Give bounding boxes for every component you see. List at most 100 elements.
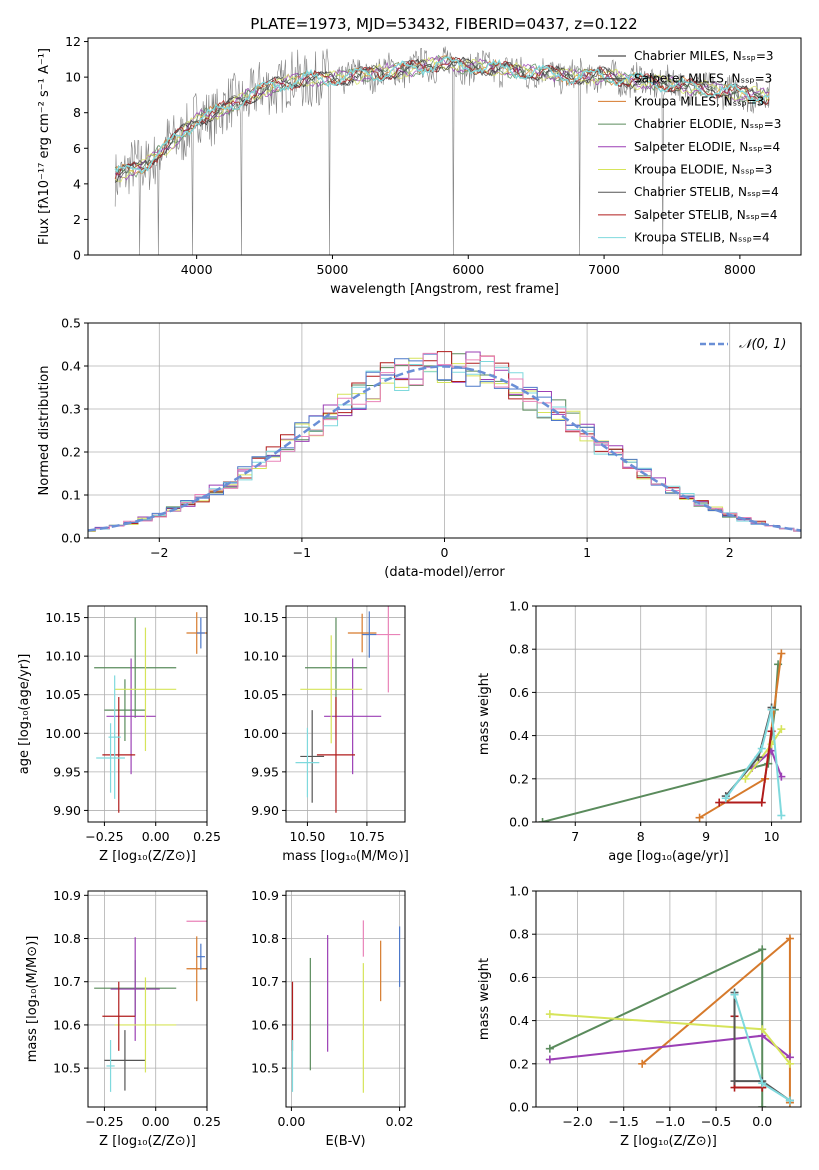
y-tick-label: 0.0 <box>509 815 529 830</box>
y-tick-label: 10.6 <box>251 1017 279 1032</box>
chart-title: PLATE=1973, MJD=53432, FIBERID=0437, z=0… <box>250 15 637 33</box>
y-tick-label: 0.2 <box>509 771 529 786</box>
y-tick-label: 0.8 <box>509 927 529 942</box>
x-axis-label: age [log₁₀(age/yr)] <box>608 849 729 864</box>
mass-weight-line-6 <box>724 709 783 816</box>
errorbar-point-4 <box>102 697 136 813</box>
axes-frame <box>285 605 406 823</box>
axes-frame <box>87 605 208 823</box>
x-tick-label: −0.25 <box>85 1114 123 1129</box>
y-tick-label: 10.15 <box>45 610 81 625</box>
y-tick-label: 0.6 <box>509 685 529 700</box>
y-tick-label: 6 <box>73 141 81 156</box>
legend-entry: Kroupa STELIB, Nₛₛₚ=4 <box>634 231 770 245</box>
y-tick-label: 9.95 <box>53 764 81 779</box>
x-tick-label: 7 <box>571 829 579 844</box>
plot-area <box>114 46 770 255</box>
chart-2: −0.25 0.00 0.25 9.90 9.95 10.00 10.05 10.10 10.1… <box>17 605 221 864</box>
plot-area <box>94 920 207 1092</box>
x-tick-label: 0 <box>441 545 449 560</box>
y-tick-label: 10 <box>65 70 81 85</box>
marker-2-0 <box>545 1055 554 1064</box>
spectrum-data-line <box>114 46 770 255</box>
plot-area <box>538 649 786 822</box>
marker-1-2 <box>777 649 786 658</box>
errorbar-point-1 <box>104 1030 146 1091</box>
y-tick-label: 10.6 <box>53 1017 81 1032</box>
errorbar-point-2 <box>300 635 363 744</box>
y-tick-label: 12 <box>65 34 81 49</box>
chart-6: 0.00 0.02 10.5 10.6 10.7 10.8 10.9 E(B-V) <box>251 888 413 1149</box>
y-tick-label: 0.0 <box>61 531 81 546</box>
legend-entry: Salpeter STELIB, Nₛₛₚ=4 <box>634 208 778 222</box>
model-line-6 <box>114 58 770 183</box>
model-line-7 <box>114 57 770 180</box>
legend-entry: Kroupa ELODIE, Nₛₛₚ=3 <box>634 163 772 177</box>
x-tick-label: 2 <box>726 545 734 560</box>
y-tick-label: 0.6 <box>509 970 529 985</box>
y-tick-label: 10.00 <box>45 726 81 741</box>
x-tick-label: 0.00 <box>277 1114 305 1129</box>
x-axis-label: Z [log₁₀(Z/Z⊙)] <box>99 849 196 864</box>
y-tick-label: 0 <box>73 248 81 263</box>
x-tick-label: 0.00 <box>142 1114 170 1129</box>
chart-1: −2 −1 0 1 2 0.0 0.1 0.2 0.3 0.4 0.5 (data-model)/er… <box>37 316 802 580</box>
plot-area <box>94 612 207 813</box>
y-tick-label: 8 <box>73 105 81 120</box>
y-tick-label: 0.2 <box>509 1056 529 1071</box>
marker-3-0 <box>545 1010 554 1019</box>
y-tick-label: 0.5 <box>61 316 81 331</box>
x-tick-label: 0.0 <box>752 1114 772 1129</box>
model-line-5 <box>114 56 770 183</box>
y-tick-label: 10.05 <box>243 687 279 702</box>
y-tick-label: 10.5 <box>53 1061 81 1076</box>
y-tick-label: 10.05 <box>45 687 81 702</box>
marker-1-0 <box>695 813 704 822</box>
errorbar-point-8 <box>376 606 401 693</box>
errorbar-point-3 <box>114 977 177 1073</box>
x-tick-label: −2 <box>150 545 168 560</box>
marker-6-3 <box>777 811 786 820</box>
chart-7: −2.0 −1.5 −1.0 −0.5 0.0 0.0 0.2 0.4 0.6 0.8 1.0 Z [… <box>477 884 802 1149</box>
errorbar-point-8 <box>196 617 205 649</box>
axes-frame <box>285 890 406 1108</box>
errorbar-point-6 <box>347 613 377 653</box>
y-tick-label: 0.4 <box>509 1013 529 1028</box>
y-tick-label: 0.4 <box>509 728 529 743</box>
chart-3: 10.50 10.75 9.90 9.95 10.00 10.05 10.10 10.15 ma… <box>243 605 409 864</box>
y-tick-label: 0.0 <box>509 1100 529 1115</box>
x-axis-label: Z [log₁₀(Z/Z⊙)] <box>620 1134 717 1149</box>
x-tick-label: 7000 <box>588 262 620 277</box>
chart-5: −0.25 0.00 0.25 10.5 10.6 10.7 10.8 10.9 Z [log₁… <box>25 888 221 1149</box>
legend-entry: Salpeter ELODIE, Nₛₛₚ=4 <box>634 140 780 154</box>
histogram-step-3 <box>88 351 801 532</box>
y-tick-label: 4 <box>73 176 81 191</box>
legend-entry: 𝒩(0, 1) <box>739 337 786 352</box>
x-tick-label: −1 <box>293 545 311 560</box>
marker-6-1 <box>758 1079 767 1088</box>
marker-3-0 <box>741 774 750 783</box>
errorbar-point-3 <box>316 697 356 813</box>
marker-1-1 <box>785 934 794 943</box>
errorbar-point-4 <box>102 981 136 1051</box>
y-tick-label: 10.15 <box>243 610 279 625</box>
y-axis-label: mass weight <box>477 673 492 755</box>
y-tick-label: 10.9 <box>53 888 81 903</box>
y-axis-label: Normed distribution <box>37 366 52 496</box>
errorbar-point-5 <box>106 1040 115 1092</box>
axes-frame <box>87 37 802 256</box>
x-tick-label: 8 <box>637 829 645 844</box>
x-tick-label: 5000 <box>317 262 349 277</box>
axes-frame <box>87 322 802 539</box>
y-tick-label: 2 <box>73 212 81 227</box>
plot-area <box>88 351 801 532</box>
y-tick-label: 9.90 <box>251 803 279 818</box>
y-tick-label: 10.00 <box>243 726 279 741</box>
y-tick-label: 0.4 <box>61 359 81 374</box>
marker-0-1 <box>758 945 767 954</box>
y-tick-label: 10.7 <box>251 974 279 989</box>
marker-3-2 <box>777 725 786 734</box>
x-axis-label: Z [log₁₀(Z/Z⊙)] <box>99 1134 196 1149</box>
x-axis-label: E(B-V) <box>325 1134 365 1149</box>
errorbar-point-5 <box>96 723 125 793</box>
